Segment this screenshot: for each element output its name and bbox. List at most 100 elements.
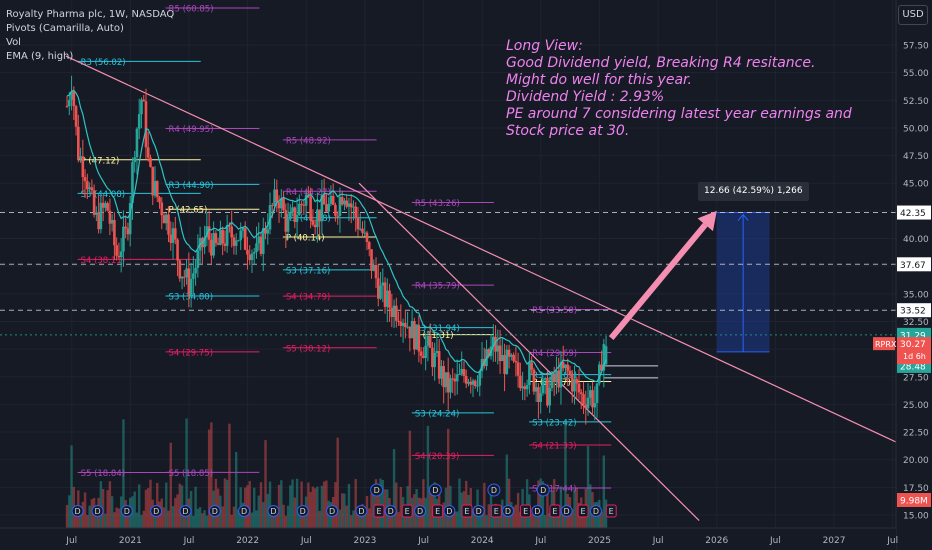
volume-bar [311,486,315,528]
earnings-marker[interactable] [461,504,473,518]
dividend-marker[interactable] [384,505,397,517]
dividend-marker[interactable] [414,505,427,517]
candle-body [349,203,353,208]
level-tag-bg [897,257,931,272]
volume-bar [174,497,177,528]
earnings-marker[interactable] [605,504,617,518]
candle-body [379,285,382,299]
trend-lines[interactable] [65,55,911,521]
volume-tag[interactable]: 9.98M [900,497,928,507]
analysis-note[interactable]: Long View: Good Dividend yield, Breaking… [506,38,852,140]
dividend-marker[interactable] [560,505,573,517]
dividend-marker[interactable] [267,505,280,517]
dividend-marker[interactable] [502,505,515,517]
time-tick-label: Jul [300,536,312,546]
trendline[interactable] [65,55,911,450]
dividend-marker[interactable] [443,505,456,517]
symbol-title[interactable]: Royalty Pharma plc, 1W, NASDAQ [6,9,175,20]
volume-bar [214,478,218,528]
last-price[interactable]: 30.27 [900,340,926,350]
pivot-label: S3 (37.16) [286,266,330,276]
pivot-label: S5 (18.84) [81,469,125,479]
volume-bar [559,486,563,528]
dividend-marker[interactable] [326,505,339,517]
dividend-marker[interactable] [428,483,442,497]
horizontal-levels[interactable] [0,212,896,379]
volume-bar [83,492,87,528]
trendline[interactable] [358,182,700,521]
earnings-marker[interactable] [520,504,532,518]
pivot-label: S4 (34.79) [286,293,330,303]
indicator-ema[interactable]: EMA (9, high) [6,51,74,62]
candle-body [417,325,421,352]
volume-bar [428,486,432,528]
dividend-marker[interactable] [472,505,485,517]
event-markers[interactable]: D D D D D D D D D D D D D D D D D D DE E E E E E E E ED D D D [71,483,617,518]
measure-box[interactable] [716,212,770,353]
candle-body [604,346,608,365]
level-tag[interactable]: 37.67 [900,261,926,271]
dividend-marker[interactable] [179,505,192,517]
dividend-marker[interactable] [370,483,384,497]
level-tag[interactable]: 31.29 [900,331,926,341]
volume-bar [557,509,560,528]
candle-body [426,335,430,346]
candle-body [347,203,351,207]
legend: Royalty Pharma plc, 1W, NASDAQ Pivots (C… [6,8,174,64]
level-tag[interactable]: 42.35 [900,209,926,219]
note-line: Long View: [506,38,583,54]
candle-body [532,369,536,392]
pivot-label: P (47.12) [81,156,120,166]
dividend-marker[interactable] [120,505,133,517]
volume-bar [519,511,522,528]
earnings-marker[interactable] [432,504,444,518]
volume-bar [350,515,353,528]
earnings-marker[interactable] [373,504,385,518]
candle-body [183,276,186,278]
dividend-marker[interactable] [487,483,501,497]
earnings-marker[interactable] [490,504,502,518]
pivot-label: R3 (41.88) [286,214,331,224]
dividend-marker[interactable] [355,505,368,517]
ticker-tag[interactable]: RPRX [875,340,897,349]
volume-bar [503,515,506,528]
target-arrow[interactable] [608,210,717,340]
dividend-marker[interactable] [150,505,163,517]
earnings-marker[interactable] [549,504,561,518]
candle-body [282,198,285,211]
candle-body [336,215,339,217]
dividend-marker[interactable] [536,483,550,497]
volume-bar [230,514,233,528]
candle-body [546,378,549,406]
time-axis[interactable]: Jul 2021 Jul 2022 Jul 2023 Jul 2024 Jul 2025 Jul 20… [0,527,898,550]
candle-body [586,397,590,409]
dividend-marker[interactable] [531,505,544,517]
volume-bar [345,505,348,528]
candle-body [67,99,71,107]
countdown: 1d 6h [903,352,926,361]
dividend-marker[interactable] [91,505,104,517]
range-tag[interactable]: 28.48 [900,362,926,372]
pivot-label: P (40.14) [286,233,325,243]
dividend-marker[interactable] [296,505,309,517]
volume-bar [167,510,170,528]
earnings-marker[interactable] [401,504,413,518]
currency-button[interactable]: USD [898,5,928,25]
volume-bar [153,512,157,528]
dividend-marker[interactable] [208,505,221,517]
measure-label: 12.66 (42.59%) 1,266 [698,182,809,201]
earnings-marker[interactable] [577,504,589,518]
indicator-pivots[interactable]: Pivots (Camarilla, Auto) [6,23,124,34]
price-axis[interactable]: 57.5055.0052.5050.0047.5045.0042.5040.00… [873,0,932,550]
indicator-volume[interactable]: Vol [6,37,21,48]
volume-bar [192,515,195,528]
level-tag[interactable]: 33.52 [900,307,926,317]
volume-bar [399,486,403,528]
volume-bar [255,510,258,528]
dividend-marker[interactable] [71,505,84,517]
dividend-marker[interactable] [238,505,251,517]
candle-body [243,228,247,250]
volume-bar [171,506,175,528]
dividend-marker[interactable] [589,505,602,517]
